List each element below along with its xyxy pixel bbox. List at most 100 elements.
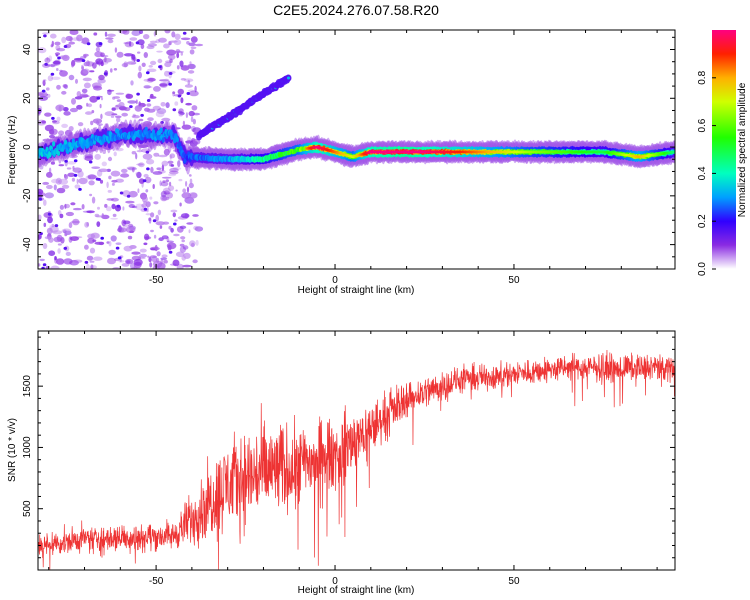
y-tick-label: 40 <box>22 44 33 56</box>
heatmap-cell <box>176 52 180 59</box>
heatmap-cell <box>58 105 62 113</box>
heatmap-cell <box>42 243 48 249</box>
heatmap-cell <box>64 203 67 210</box>
heatmap-cell <box>111 179 118 183</box>
heatmap-cell <box>195 239 199 246</box>
heatmap-cell <box>136 171 142 179</box>
heatmap-cell <box>66 167 72 170</box>
heatmap-cell <box>161 254 168 258</box>
heatmap-cell <box>47 212 52 216</box>
heatmap-cell <box>48 152 52 158</box>
heatmap-cell <box>139 248 147 253</box>
heatmap-cell <box>119 191 124 195</box>
x-tick-label: 50 <box>508 275 520 286</box>
colorbar-tick-label: 0.6 <box>697 118 708 132</box>
heatmap-cell <box>173 222 177 226</box>
heatmap-cell <box>147 43 157 47</box>
heatmap-cell <box>89 95 98 103</box>
heatmap-cell <box>157 209 162 216</box>
heatmap-cell <box>115 115 122 119</box>
heatmap-cell <box>46 64 57 67</box>
heatmap-cell <box>147 255 150 258</box>
heatmap-cell <box>50 72 55 76</box>
heatmap-cell <box>179 243 185 247</box>
heatmap-cell <box>72 167 83 173</box>
heatmap-cell <box>115 246 120 250</box>
heatmap-cell <box>86 255 94 261</box>
heatmap-cell <box>160 181 169 187</box>
heatmap-cell <box>88 175 98 179</box>
heatmap-cell <box>131 167 135 173</box>
heatmap-cell <box>83 61 89 67</box>
heatmap-cell <box>58 178 69 185</box>
heatmap-cell <box>97 177 101 181</box>
heatmap-cell <box>111 203 116 210</box>
heatmap-cell <box>172 108 177 112</box>
heatmap-cell <box>72 218 80 226</box>
heatmap-cell <box>103 72 108 76</box>
heatmap-cell <box>194 85 197 93</box>
heatmap-cell <box>125 258 134 265</box>
heatmap-cell <box>73 159 78 163</box>
heatmap-cell <box>125 93 131 99</box>
heatmap-cell <box>172 91 176 94</box>
heatmap-cell <box>153 152 160 157</box>
heatmap-cell <box>53 184 57 191</box>
heatmap-cell <box>180 52 183 56</box>
heatmap-cell <box>110 197 119 202</box>
snr-series-line <box>38 350 675 570</box>
heatmap-cell <box>137 51 141 54</box>
heatmap-cell <box>173 233 180 237</box>
heatmap-cell <box>91 166 101 169</box>
heatmap-cell <box>146 103 152 107</box>
heatmap-cell <box>48 250 56 256</box>
heatmap-cell <box>101 161 108 167</box>
heatmap-cell <box>160 190 167 198</box>
heatmap-cell <box>182 264 192 268</box>
heatmap-cell <box>48 55 53 62</box>
heatmap-cell <box>152 219 157 223</box>
x-tick-label: 0 <box>332 576 338 587</box>
heatmap-cell <box>131 115 140 119</box>
heatmap-cell <box>158 237 164 242</box>
heatmap-cell <box>135 153 138 160</box>
heatmap-cell <box>143 207 148 211</box>
heatmap-cell <box>55 45 61 51</box>
heatmap-cell <box>121 112 128 117</box>
heatmap-cell <box>41 266 45 269</box>
heatmap-cell <box>56 187 66 194</box>
heatmap-cell <box>145 201 151 208</box>
heatmap-cell <box>50 265 60 269</box>
heatmap-cell <box>129 230 135 233</box>
heatmap-cell <box>178 108 184 114</box>
heatmap-cell <box>71 61 74 68</box>
heatmap-cell <box>161 176 172 179</box>
heatmap-cell <box>181 124 192 130</box>
heatmap-cell <box>81 204 85 210</box>
heatmap-cell <box>142 179 147 183</box>
heatmap-cell <box>187 79 191 86</box>
heatmap-cell <box>170 227 174 233</box>
figure-title: C2E5.2024.276.07.58.R20 <box>273 2 439 18</box>
heatmap-cell <box>168 72 173 75</box>
heatmap-cell <box>42 32 50 35</box>
heatmap-cell <box>173 39 182 46</box>
heatmap-cell <box>161 160 169 167</box>
heatmap-cell <box>81 88 88 94</box>
heatmap-cell <box>95 58 104 65</box>
heatmap-cell <box>192 259 198 264</box>
heatmap-cell <box>127 100 137 104</box>
y-tick-label: 1000 <box>22 436 33 459</box>
heatmap-cell <box>67 172 76 177</box>
heatmap-cell <box>165 102 170 109</box>
heatmap-cell <box>189 49 195 55</box>
colorbar-tick-label: 0.2 <box>697 214 708 228</box>
heatmap-cell <box>72 165 75 170</box>
heatmap-cell <box>55 177 62 185</box>
heatmap-cell <box>177 88 184 95</box>
heatmap-cell <box>102 58 112 63</box>
heatmap-cell <box>192 214 199 217</box>
heatmap-cell <box>49 225 52 231</box>
y-tick-label: 500 <box>22 500 33 517</box>
heatmap-cell <box>188 229 191 234</box>
